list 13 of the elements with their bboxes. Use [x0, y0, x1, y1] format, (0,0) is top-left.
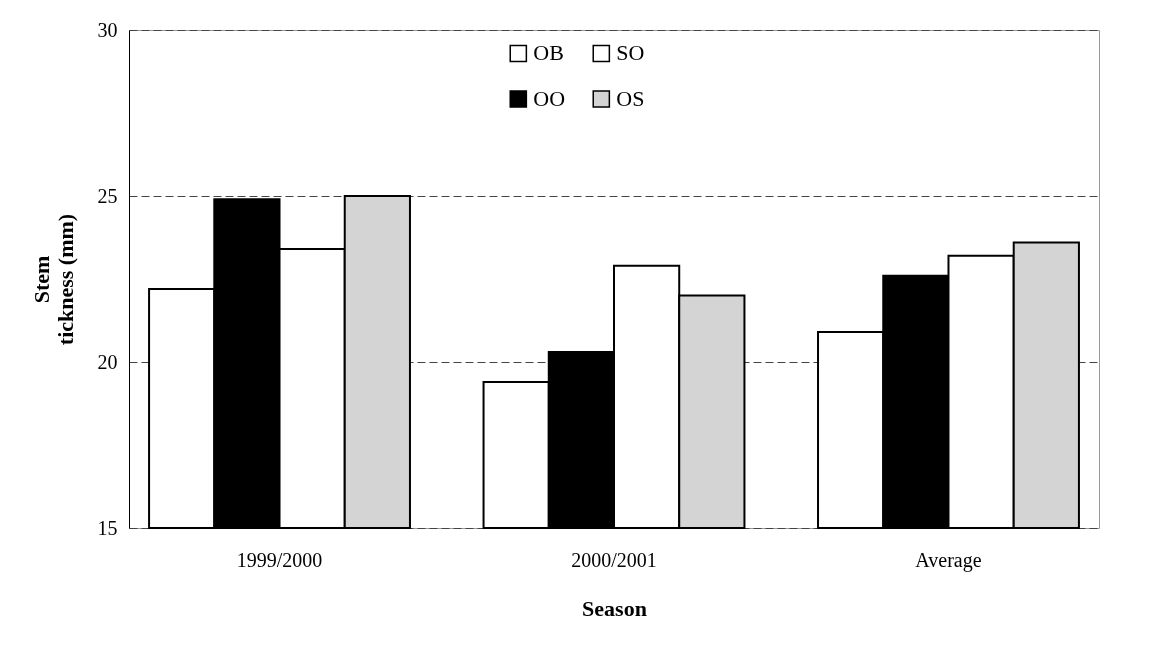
legend-label: OB [533, 40, 564, 66]
y-axis-title: Stem tickness (mm) [28, 213, 78, 346]
legend-label: SO [616, 40, 645, 66]
x-tick-label: 1999/2000 [236, 548, 323, 571]
x-axis-title: Season [582, 595, 647, 621]
legend-label: OO [533, 86, 566, 111]
y-tick-label: 25 [97, 184, 118, 207]
y-tick-label: 30 [97, 18, 118, 41]
y-tick-label: 20 [97, 350, 118, 373]
legend-label: OS [616, 86, 645, 111]
x-tick-label: 2000/2001 [571, 548, 657, 571]
y-tick-label: 15 [97, 516, 118, 539]
x-tick-label: Average [915, 548, 982, 572]
